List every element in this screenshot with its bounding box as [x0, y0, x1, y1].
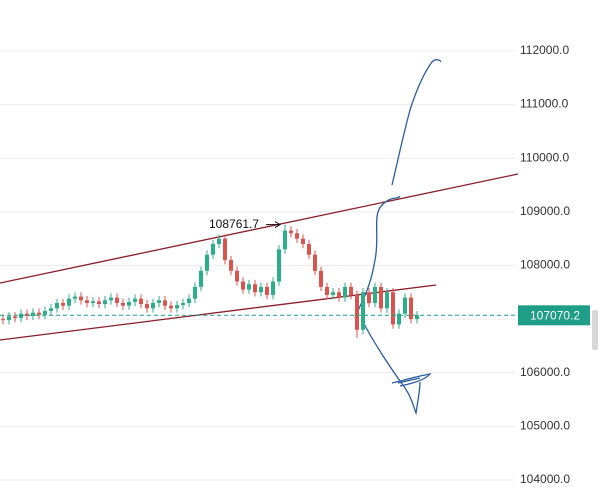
- candle-body: [403, 297, 407, 314]
- candle-body: [133, 298, 137, 302]
- candle-body: [145, 304, 149, 309]
- candle-body: [253, 284, 257, 293]
- candle-body: [409, 297, 413, 320]
- candle-body: [25, 313, 29, 316]
- channel-upper-line: [0, 173, 519, 284]
- candle-body: [241, 281, 245, 290]
- y-tick-label: 112000.0: [520, 43, 569, 57]
- candle-body: [19, 313, 23, 318]
- candle-body: [73, 296, 77, 299]
- candle-body: [367, 292, 371, 303]
- candle-body: [385, 292, 389, 309]
- candle-body: [325, 286, 329, 295]
- y-tick-label: 111000.0: [520, 97, 569, 111]
- candle-body: [379, 286, 383, 309]
- candle-body: [217, 238, 221, 244]
- candle-body: [169, 305, 173, 309]
- y-tick-label: 108000.0: [520, 258, 570, 272]
- candle-body: [103, 300, 107, 305]
- candle-body: [229, 260, 233, 271]
- candle-body: [115, 297, 119, 303]
- candle-body: [391, 292, 395, 325]
- candle-body: [415, 315, 419, 320]
- y-tick-label: 110000.0: [520, 150, 569, 164]
- candle-body: [193, 286, 197, 299]
- candle-body: [355, 294, 359, 330]
- scrollbar[interactable]: [592, 310, 598, 350]
- candles: [1, 224, 419, 338]
- candle-body: [181, 302, 185, 306]
- candle-body: [127, 301, 131, 306]
- candle-body: [85, 300, 89, 303]
- y-tick-label: 106000.0: [520, 365, 570, 379]
- candle-body: [163, 300, 167, 306]
- overlay: 107070.2 108761.7: [0, 217, 590, 326]
- candle-body: [31, 312, 35, 316]
- candle-body: [307, 243, 311, 255]
- last-price-box: [518, 305, 590, 326]
- candle-body: [199, 270, 203, 287]
- candle-body: [331, 292, 335, 295]
- candle-body: [79, 296, 83, 301]
- freehand-curve-down: [361, 319, 432, 416]
- candle-body: [7, 316, 11, 321]
- candle-body: [271, 281, 275, 295]
- candle-body: [337, 292, 341, 298]
- candle-body: [211, 243, 215, 255]
- candle-body: [13, 316, 17, 318]
- candle-body: [343, 286, 347, 298]
- candle-body: [373, 286, 377, 303]
- user-drawings: [0, 59, 519, 416]
- candle-body: [49, 308, 53, 312]
- candle-body: [121, 302, 125, 306]
- candle-body: [223, 238, 227, 261]
- candle-body: [109, 297, 113, 301]
- candle-body: [349, 286, 353, 295]
- candle-body: [397, 313, 401, 325]
- candle-body: [175, 305, 179, 309]
- y-tick-label: 104000.0: [520, 472, 570, 486]
- candle-body: [277, 249, 281, 282]
- candle-body: [97, 301, 101, 305]
- freehand-curve-up: [354, 59, 442, 319]
- y-tick-label: 109000.0: [520, 204, 570, 218]
- candle-body: [67, 298, 71, 306]
- candle-body: [139, 298, 143, 305]
- candle-body: [61, 302, 65, 306]
- candle-body: [265, 286, 269, 295]
- candle-body: [205, 254, 209, 271]
- y-tick-label: 105000.0: [520, 418, 570, 432]
- candle-body: [55, 302, 59, 309]
- candle-body: [295, 233, 299, 239]
- candle-body: [1, 319, 5, 321]
- high-marker-label: 108761.7: [209, 217, 259, 231]
- candle-body: [283, 230, 287, 250]
- last-price-label: 107070.2: [530, 308, 580, 322]
- candle-body: [91, 301, 95, 303]
- candle-body: [157, 300, 161, 303]
- candle-body: [247, 284, 251, 290]
- candle-body: [187, 298, 191, 303]
- candle-body: [313, 254, 317, 271]
- high-marker-arrowhead: [274, 221, 281, 229]
- spacer: [0, 283, 436, 285]
- candle-body: [319, 270, 323, 287]
- candle-body: [289, 230, 293, 234]
- candle-body: [37, 312, 41, 315]
- candle-body: [43, 311, 47, 315]
- candle-body: [301, 238, 305, 244]
- candle-body: [259, 286, 263, 293]
- candle-body: [151, 302, 155, 309]
- candle-body: [235, 270, 239, 282]
- candle-body: [361, 292, 365, 330]
